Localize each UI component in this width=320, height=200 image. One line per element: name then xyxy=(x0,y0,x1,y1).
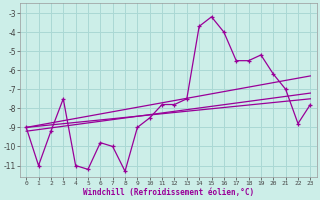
X-axis label: Windchill (Refroidissement éolien,°C): Windchill (Refroidissement éolien,°C) xyxy=(83,188,254,197)
